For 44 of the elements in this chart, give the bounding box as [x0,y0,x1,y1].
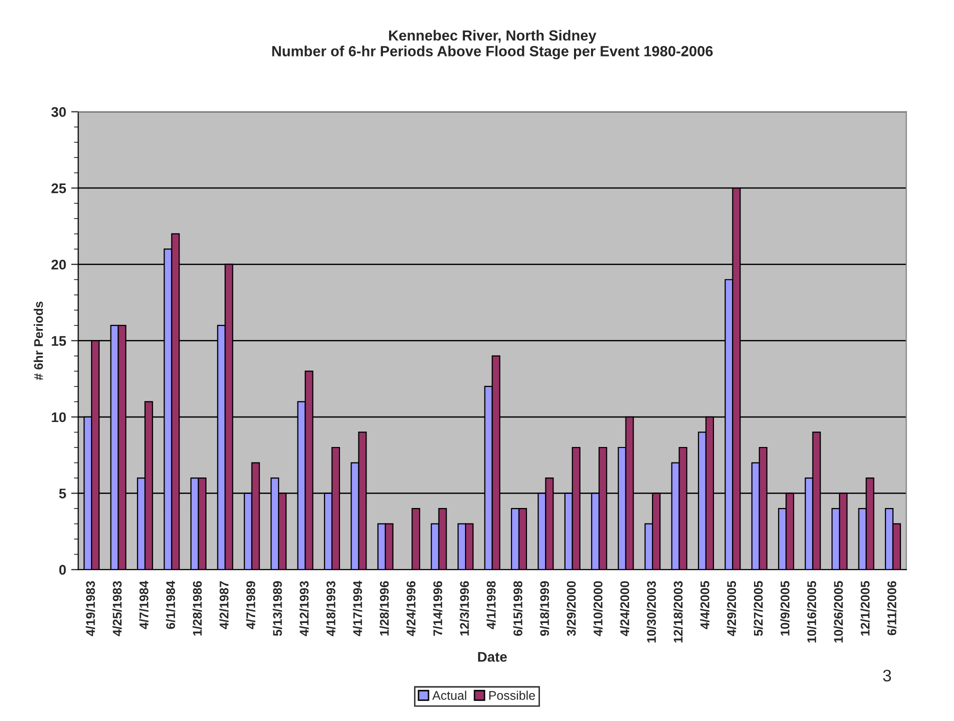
y-tick-label: 15 [52,336,66,346]
x-tick-label: 4/24/1996 [406,581,416,636]
x-tick-label: 4/19/1983 [86,581,96,636]
legend-label: Possible [489,690,535,700]
text: 3 [883,670,891,682]
x-tick-label: 12/1/2005 [860,581,870,636]
x-tick-label: 4/17/1994 [352,580,362,636]
x-tick-label: 6/1/1984 [166,580,176,629]
x-tick-label: 4/4/2005 [700,581,710,630]
y-axis-title: # 6hr Periods [34,302,43,380]
x-tick-label: 10/26/2005 [834,581,843,642]
y-tick-label: 5 [59,488,66,498]
x-tick-label: 4/18/1993 [326,581,336,636]
x-tick-label: 1/28/1986 [192,581,202,636]
x-tick-label: 6/11/2006 [887,581,896,636]
x-tick-label: 4/25/1983 [112,581,122,636]
x-tick-label: 9/18/1999 [540,581,550,636]
x-tick-label: 10/30/2003 [646,581,656,642]
x-tick-label: 4/29/2005 [726,581,736,636]
y-tick-label: 10 [52,412,66,422]
y-tick-label: 25 [51,183,66,194]
x-tick-label: 12/18/2003 [673,581,683,642]
x-tick-label: 5/13/1989 [272,581,282,636]
legend-label: Actual [432,690,466,700]
x-axis-title: Date [478,652,507,662]
y-tick-label: 30 [51,107,66,117]
x-tick-label: 4/7/1989 [246,581,256,630]
x-tick-label: 10/9/2005 [780,581,790,636]
x-tick-label: 3/29/2000 [566,581,576,636]
x-tick-label: 4/7/1984 [139,580,148,630]
x-tick-label: 1/28/1996 [380,581,389,636]
x-tick-label: 4/2/1987 [219,581,229,630]
x-tick-label: 10/16/2005 [806,581,816,642]
x-tick-label: 4/12/1993 [299,581,309,636]
x-tick-label: 4/1/1998 [486,581,496,630]
y-tick-label: 0 [59,564,66,575]
x-tick-label: 5/27/2005 [754,581,763,636]
y-tick-label: 20 [51,260,66,270]
x-tick-label: 7/14/1996 [433,581,442,636]
x-tick-label: 6/15/1998 [513,581,522,636]
x-tick-label: 4/24/2000 [620,581,630,636]
chart-title: Kennebec River, North Sidney Number of 6-hr Periods Above Flood Stage per Event 1980-2006 [272,30,713,60]
x-tick-label: 12/3/1996 [460,581,470,636]
x-tick-label: 4/10/2000 [593,581,603,636]
